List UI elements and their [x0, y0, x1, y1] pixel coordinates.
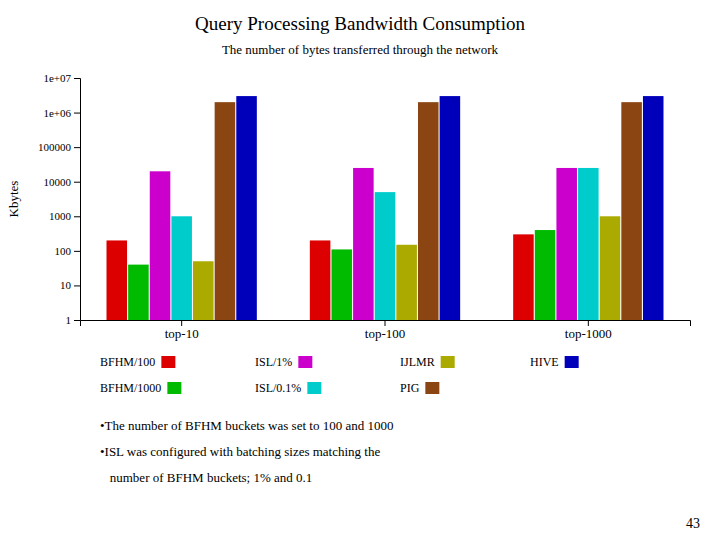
- y-tick-label: 1: [66, 314, 72, 326]
- annotation: •The number of BFHM buckets was set to 1…: [100, 418, 393, 433]
- subtitle: The number of bytes transferred through …: [222, 42, 499, 57]
- y-tick-label: 10000: [44, 176, 72, 188]
- bar: [535, 230, 556, 320]
- y-axis-title: Kbytes: [6, 181, 21, 218]
- y-tick: 10: [60, 279, 80, 291]
- bar: [600, 216, 621, 320]
- y-tick-mark: [74, 182, 80, 183]
- x-tick-mark: [385, 320, 386, 326]
- legend-item: HIVE: [530, 355, 579, 369]
- bar: [643, 96, 664, 320]
- plot: 1 10 100 1000 10000 100000 1e+06 1e+07 Kbytes top…: [6, 72, 691, 341]
- legend-label: BFHM/1000: [100, 381, 161, 395]
- bar-series: [150, 168, 577, 320]
- x-tick-label: top-10: [165, 326, 199, 341]
- annotation: •ISL was configured with batching sizes …: [100, 444, 380, 459]
- bar: [193, 261, 214, 320]
- legend-label: HIVE: [530, 355, 559, 369]
- bar-series: [215, 102, 642, 320]
- y-tick-mark: [74, 285, 80, 286]
- y-tick: 1e+06: [43, 107, 80, 119]
- bar: [236, 96, 257, 320]
- x-tick-mark: [181, 320, 182, 326]
- legend-swatch: [565, 356, 579, 368]
- y-axis: 1 10 100 1000 10000 100000 1e+06 1e+07: [38, 72, 81, 326]
- bars: [106, 96, 663, 320]
- y-tick-label: 100000: [38, 141, 72, 153]
- bar: [215, 102, 236, 320]
- y-tick-label: 100: [55, 245, 72, 257]
- x-tick: top-100: [365, 320, 405, 341]
- bar: [331, 249, 352, 320]
- legend-swatch: [161, 356, 175, 368]
- y-tick: 1e+07: [43, 72, 80, 84]
- legend-label: PIG: [400, 381, 420, 395]
- bar: [106, 240, 127, 320]
- bar-series: [193, 216, 620, 320]
- y-tick-label: 10: [60, 279, 72, 291]
- bar: [375, 192, 396, 320]
- legend-item: PIG: [400, 381, 439, 395]
- y-tick-mark: [74, 147, 80, 148]
- y-axis-line: [74, 79, 81, 321]
- bar-series: [236, 96, 663, 320]
- page-number: 43: [686, 516, 700, 531]
- bar: [396, 245, 417, 320]
- y-tick: 1000: [49, 210, 80, 222]
- x-tick-mark: [588, 320, 589, 326]
- chart: Query Processing Bandwidth Consumption Th…: [0, 0, 720, 540]
- y-tick-mark: [74, 78, 80, 79]
- legend: BFHM/100 BFHM/1000 ISL/1% ISL/0.1% IJLMR PIG H…: [100, 355, 579, 395]
- legend-swatch: [167, 382, 181, 394]
- y-tick-label: 1e+07: [43, 72, 71, 84]
- legend-label: ISL/0.1%: [255, 381, 301, 395]
- x-tick: top-1000: [565, 320, 612, 341]
- bar-series: [106, 234, 533, 320]
- bar: [353, 168, 374, 320]
- title: Query Processing Bandwidth Consumption: [195, 13, 525, 34]
- legend-label: IJLMR: [400, 355, 435, 369]
- bar: [171, 216, 192, 320]
- bar: [556, 168, 577, 320]
- legend-swatch: [425, 382, 439, 394]
- notes: •The number of BFHM buckets was set to 1…: [100, 418, 393, 485]
- bar-series: [171, 168, 598, 320]
- legend-swatch: [298, 356, 312, 368]
- legend-swatch: [441, 356, 455, 368]
- x-tick-label: top-1000: [565, 326, 612, 341]
- bar: [440, 96, 461, 320]
- legend-item: BFHM/100: [100, 355, 175, 369]
- bar: [418, 102, 439, 320]
- y-tick: 1: [66, 314, 81, 326]
- bar: [513, 234, 534, 320]
- bar-series: [128, 230, 555, 320]
- y-tick-label: 1000: [49, 210, 72, 222]
- bar: [150, 171, 171, 320]
- y-tick-mark: [74, 113, 80, 114]
- legend-label: ISL/1%: [255, 355, 292, 369]
- bar: [621, 102, 642, 320]
- y-tick-label: 1e+06: [43, 107, 71, 119]
- bar: [128, 265, 149, 320]
- y-tick-mark: [74, 251, 80, 252]
- y-tick: 100000: [38, 141, 80, 153]
- y-tick-mark: [74, 216, 80, 217]
- bar: [578, 168, 599, 320]
- y-tick-mark: [74, 320, 80, 321]
- annotation: number of BFHM buckets; 1% and 0.1: [100, 470, 312, 485]
- x-tick-label: top-100: [365, 326, 405, 341]
- x-tick: top-10: [165, 320, 199, 341]
- legend-swatch: [307, 382, 321, 394]
- legend-item: ISL/0.1%: [255, 381, 321, 395]
- legend-item: ISL/1%: [255, 355, 312, 369]
- legend-item: BFHM/1000: [100, 381, 181, 395]
- y-tick: 10000: [44, 176, 81, 188]
- bar: [310, 240, 331, 320]
- x-axis: top-10 top-100 top-1000: [81, 320, 691, 341]
- y-tick: 100: [55, 245, 81, 257]
- x-axis-line: [81, 321, 691, 327]
- legend-item: IJLMR: [400, 355, 455, 369]
- legend-label: BFHM/100: [100, 355, 155, 369]
